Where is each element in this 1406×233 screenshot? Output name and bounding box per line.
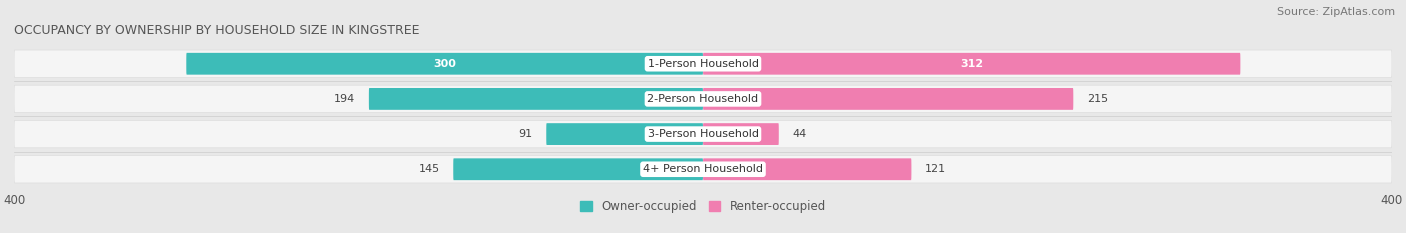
- Text: 2-Person Household: 2-Person Household: [647, 94, 759, 104]
- Legend: Owner-occupied, Renter-occupied: Owner-occupied, Renter-occupied: [575, 195, 831, 218]
- Text: 145: 145: [419, 164, 440, 174]
- Text: 44: 44: [793, 129, 807, 139]
- FancyBboxPatch shape: [547, 123, 703, 145]
- Text: Source: ZipAtlas.com: Source: ZipAtlas.com: [1277, 7, 1395, 17]
- FancyBboxPatch shape: [186, 53, 703, 75]
- FancyBboxPatch shape: [703, 53, 1240, 75]
- Text: 312: 312: [960, 59, 983, 69]
- FancyBboxPatch shape: [14, 120, 1392, 148]
- FancyBboxPatch shape: [703, 123, 779, 145]
- FancyBboxPatch shape: [14, 50, 1392, 77]
- Text: 300: 300: [433, 59, 456, 69]
- FancyBboxPatch shape: [14, 85, 1392, 113]
- FancyBboxPatch shape: [703, 88, 1073, 110]
- Text: 215: 215: [1087, 94, 1108, 104]
- FancyBboxPatch shape: [703, 158, 911, 180]
- Text: OCCUPANCY BY OWNERSHIP BY HOUSEHOLD SIZE IN KINGSTREE: OCCUPANCY BY OWNERSHIP BY HOUSEHOLD SIZE…: [14, 24, 419, 37]
- Text: 121: 121: [925, 164, 946, 174]
- FancyBboxPatch shape: [368, 88, 703, 110]
- FancyBboxPatch shape: [14, 156, 1392, 183]
- Text: 1-Person Household: 1-Person Household: [648, 59, 758, 69]
- Text: 194: 194: [333, 94, 356, 104]
- FancyBboxPatch shape: [453, 158, 703, 180]
- Text: 3-Person Household: 3-Person Household: [648, 129, 758, 139]
- Text: 91: 91: [519, 129, 533, 139]
- Text: 4+ Person Household: 4+ Person Household: [643, 164, 763, 174]
